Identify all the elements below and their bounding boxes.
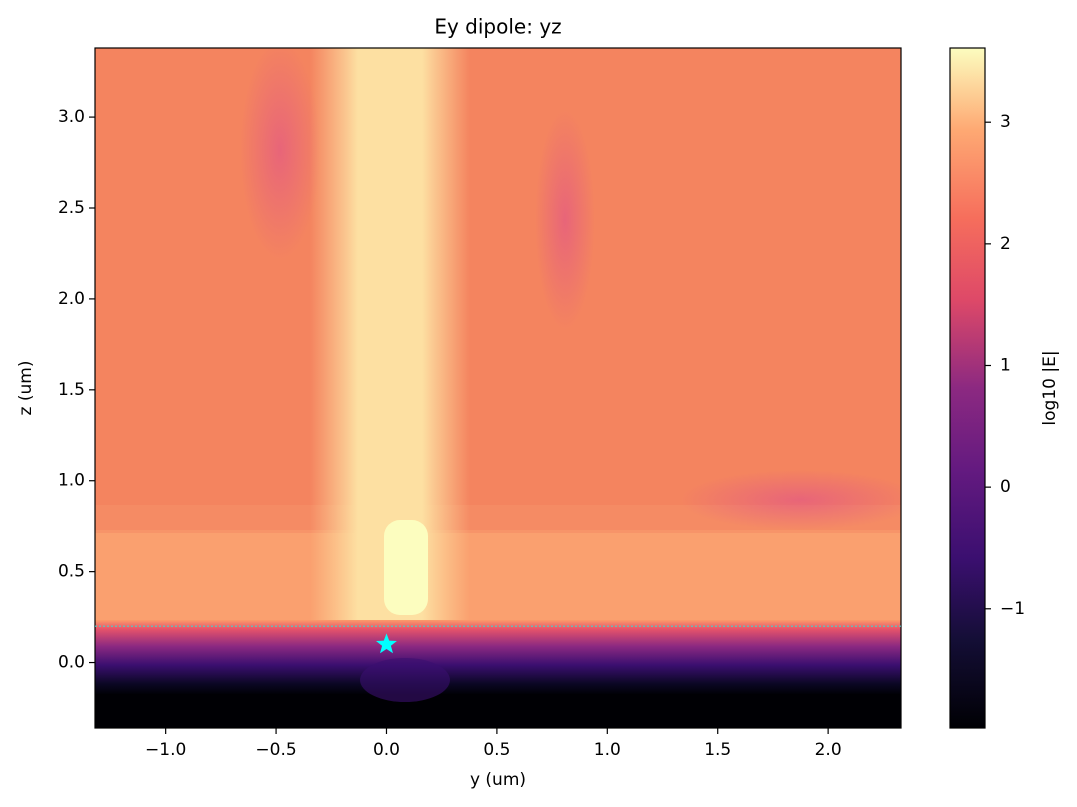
x-tick-label: 1.0 — [594, 740, 621, 760]
colorbar-tick-label: 1 — [1000, 355, 1011, 375]
y-axis-label: z (um) — [16, 361, 36, 416]
y-tick-label: 0.5 — [58, 562, 85, 582]
x-axis-label: y (um) — [470, 770, 526, 790]
x-tick-label: −0.5 — [255, 740, 296, 760]
marker — [376, 633, 397, 654]
x-tick-label: 0.5 — [483, 740, 510, 760]
colorbar-tick-label: 0 — [1000, 477, 1011, 497]
y-tick-label: 1.5 — [58, 380, 85, 400]
plot-frame — [94, 47, 902, 729]
colorbar — [949, 47, 986, 729]
y-tick-label: 3.0 — [58, 107, 85, 127]
colorbar-tick-label: 3 — [1000, 112, 1011, 132]
y-tick-label: 1.0 — [58, 471, 85, 491]
colorbar-tick-label: 2 — [1000, 234, 1011, 254]
x-tick-label: 0.0 — [373, 740, 400, 760]
colorbar-label: log10 |E| — [1040, 350, 1060, 425]
x-tick-label: 2.0 — [815, 740, 842, 760]
chart-title: Ey dipole: yz — [434, 15, 561, 39]
x-tick-label: 1.5 — [704, 740, 731, 760]
heatmap — [95, 48, 901, 728]
y-tick-label: 2.0 — [58, 289, 85, 309]
x-tick-label: −1.0 — [145, 740, 186, 760]
y-tick-label: 2.5 — [58, 198, 85, 218]
y-tick-label: 0.0 — [58, 653, 85, 673]
colorbar-tick-label: −1 — [1000, 599, 1025, 619]
